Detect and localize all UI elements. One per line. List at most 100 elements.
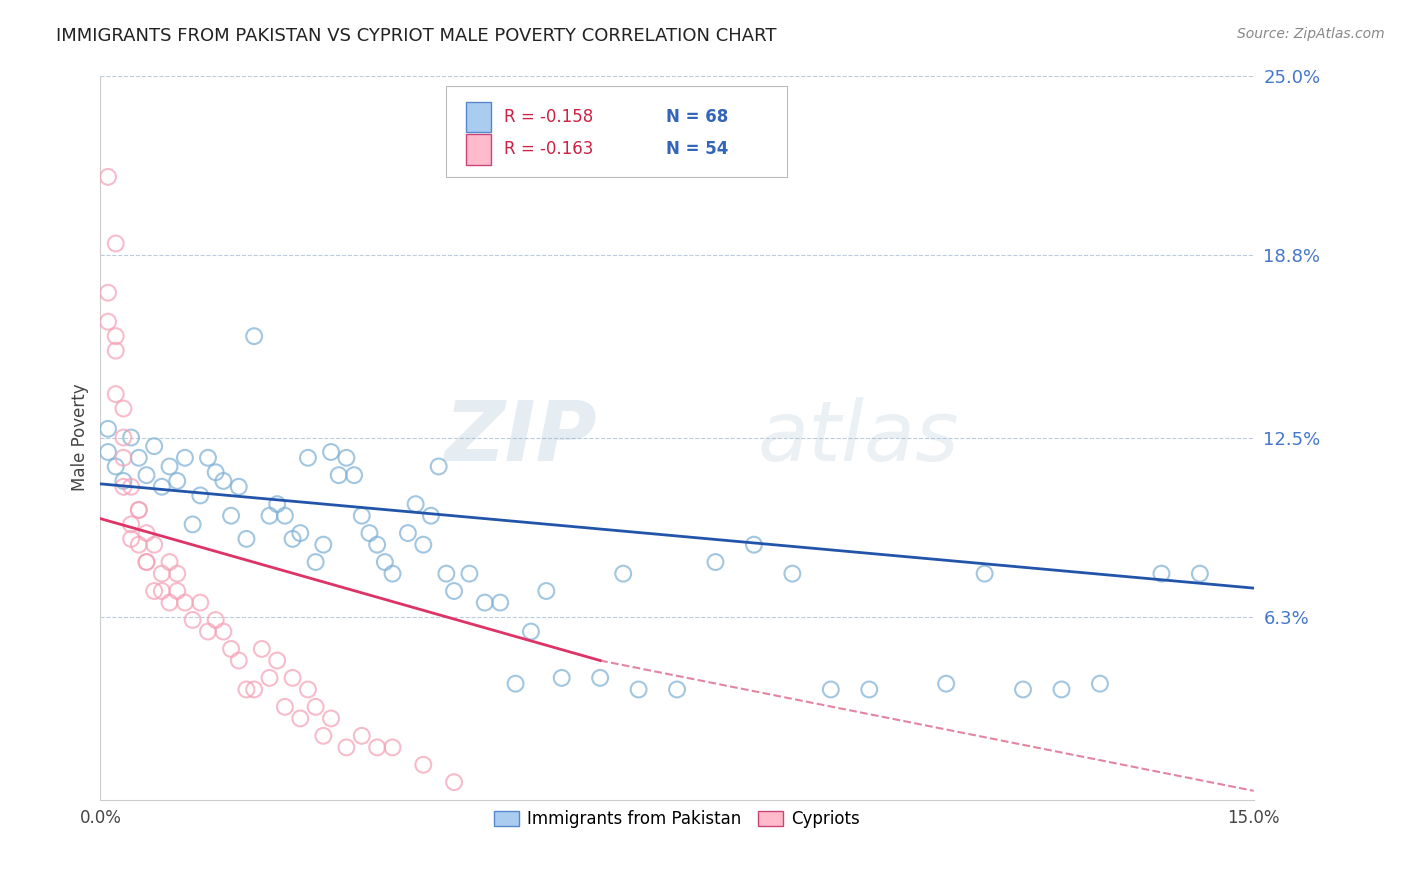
Text: ZIP: ZIP bbox=[444, 397, 596, 478]
Point bbox=[612, 566, 634, 581]
Point bbox=[243, 329, 266, 343]
Point bbox=[396, 526, 419, 541]
Point bbox=[666, 682, 689, 697]
Point bbox=[458, 566, 481, 581]
Point bbox=[235, 532, 257, 546]
Text: Source: ZipAtlas.com: Source: ZipAtlas.com bbox=[1237, 27, 1385, 41]
Point bbox=[143, 584, 166, 599]
Point bbox=[420, 508, 443, 523]
Point bbox=[335, 740, 357, 755]
Point bbox=[188, 596, 211, 610]
Point bbox=[204, 613, 226, 627]
Point bbox=[858, 682, 880, 697]
Point bbox=[627, 682, 650, 697]
Point bbox=[112, 430, 135, 444]
Point bbox=[135, 555, 157, 569]
Point bbox=[335, 450, 357, 465]
Point bbox=[174, 596, 197, 610]
Point bbox=[97, 169, 120, 184]
Point bbox=[112, 450, 135, 465]
Point bbox=[742, 538, 765, 552]
Point bbox=[104, 387, 127, 401]
Point bbox=[782, 566, 804, 581]
Point bbox=[97, 445, 120, 459]
Point bbox=[228, 480, 250, 494]
Text: atlas: atlas bbox=[758, 397, 959, 478]
Point bbox=[128, 450, 150, 465]
Point bbox=[166, 566, 188, 581]
Point bbox=[266, 653, 288, 667]
Point bbox=[1188, 566, 1211, 581]
Point bbox=[159, 596, 181, 610]
Point bbox=[274, 699, 297, 714]
Point bbox=[104, 329, 127, 343]
Point bbox=[319, 445, 342, 459]
Point bbox=[536, 584, 558, 599]
Point bbox=[328, 468, 350, 483]
Point bbox=[112, 474, 135, 488]
Point bbox=[243, 682, 266, 697]
Point bbox=[312, 538, 335, 552]
Point bbox=[412, 538, 434, 552]
Point bbox=[412, 757, 434, 772]
Point bbox=[104, 236, 127, 251]
Point bbox=[405, 497, 427, 511]
Point bbox=[434, 566, 457, 581]
Point bbox=[359, 526, 381, 541]
Point bbox=[350, 729, 373, 743]
Point bbox=[935, 676, 957, 690]
Point bbox=[181, 613, 204, 627]
Point bbox=[120, 480, 142, 494]
Point bbox=[319, 711, 342, 725]
Point bbox=[551, 671, 574, 685]
Point bbox=[120, 532, 142, 546]
Point bbox=[443, 584, 465, 599]
Point bbox=[381, 566, 404, 581]
Point bbox=[197, 624, 219, 639]
Point bbox=[489, 596, 512, 610]
Point bbox=[120, 517, 142, 532]
Point bbox=[297, 450, 319, 465]
Text: R = -0.163: R = -0.163 bbox=[503, 140, 593, 159]
Point bbox=[188, 488, 211, 502]
Text: R = -0.158: R = -0.158 bbox=[503, 108, 593, 126]
Point bbox=[128, 503, 150, 517]
Point bbox=[1012, 682, 1035, 697]
Point bbox=[159, 555, 181, 569]
Point bbox=[159, 459, 181, 474]
Legend: Immigrants from Pakistan, Cypriots: Immigrants from Pakistan, Cypriots bbox=[488, 804, 868, 835]
Point bbox=[973, 566, 995, 581]
Point bbox=[219, 508, 242, 523]
Point bbox=[112, 401, 135, 416]
Point bbox=[235, 682, 257, 697]
Y-axis label: Male Poverty: Male Poverty bbox=[72, 384, 89, 491]
Point bbox=[150, 584, 173, 599]
Point bbox=[305, 555, 328, 569]
Point bbox=[104, 343, 127, 358]
Point bbox=[197, 450, 219, 465]
Point bbox=[281, 671, 304, 685]
Point bbox=[135, 526, 157, 541]
Point bbox=[820, 682, 842, 697]
Point bbox=[305, 699, 328, 714]
Point bbox=[212, 474, 235, 488]
Point bbox=[219, 642, 242, 657]
Text: N = 68: N = 68 bbox=[665, 108, 728, 126]
Point bbox=[228, 653, 250, 667]
Point bbox=[181, 517, 204, 532]
Point bbox=[166, 584, 188, 599]
Point bbox=[174, 450, 197, 465]
Point bbox=[281, 532, 304, 546]
Point bbox=[704, 555, 727, 569]
Point bbox=[128, 503, 150, 517]
Point bbox=[274, 508, 297, 523]
Point bbox=[97, 285, 120, 300]
Point bbox=[381, 740, 404, 755]
Point bbox=[1150, 566, 1173, 581]
Point bbox=[505, 676, 527, 690]
Point bbox=[366, 740, 388, 755]
Bar bbox=[465, 102, 491, 132]
Point bbox=[1050, 682, 1073, 697]
Text: N = 54: N = 54 bbox=[665, 140, 728, 159]
Point bbox=[135, 555, 157, 569]
